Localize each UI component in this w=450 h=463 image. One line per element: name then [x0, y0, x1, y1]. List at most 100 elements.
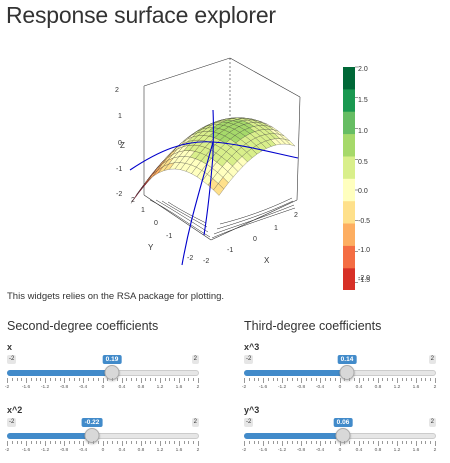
slider-y-cubed[interactable]: y^3 -2 2 0.06 -2 -1.6 -1.2 -0.8 -0.4 0 0.4 0.8 1.2 1.… — [242, 405, 436, 463]
slider-tick — [12, 378, 13, 381]
slider-tick — [184, 441, 185, 444]
slider-x-cubed[interactable]: x^3 -2 2 0.14 -2 -1.6 -1.2 -0.8 -0.4 0 0.4 0.8 1.2 1.… — [241, 342, 436, 400]
slider-min-label: -2 — [7, 418, 17, 427]
slider-tick — [155, 378, 156, 381]
slider-tick — [112, 441, 113, 444]
slider-x[interactable]: x -2 2 0.19 -2 -1.6 -1.2 -0.8 -0.4 0 0.4 0.8 1.2 1.6 2 — [5, 342, 200, 400]
slider-tick — [122, 441, 123, 446]
slider-tick — [69, 441, 70, 444]
slider-tick — [268, 441, 269, 444]
slider-tick — [45, 441, 46, 446]
slider-tick — [435, 441, 436, 446]
slider-tick — [349, 378, 350, 381]
slider-tick — [416, 378, 417, 383]
slider-tick — [254, 378, 255, 381]
y-axis-label: Y — [148, 243, 154, 252]
colorbar-swatch — [343, 156, 355, 180]
slider-tick — [387, 441, 388, 444]
slider-handle[interactable] — [339, 365, 355, 380]
slider-max-label: 2 — [428, 418, 436, 427]
slider-tick — [155, 441, 156, 444]
slider-tick-label: 1.6 — [412, 448, 420, 453]
colorbar-swatch — [343, 245, 355, 269]
slider-tick — [282, 441, 283, 446]
slider-tick — [36, 441, 37, 444]
slider-tick — [287, 441, 288, 444]
slider-tick — [31, 441, 32, 444]
colorbar-swatch — [343, 178, 355, 202]
slider-value-badge: 0.06 — [333, 418, 353, 427]
slider-tick-label: -2 — [241, 385, 247, 390]
svg-text:0: 0 — [154, 220, 158, 227]
slider-tick-label: 2 — [196, 385, 200, 390]
slider-tick — [50, 441, 51, 444]
slider-tick — [406, 378, 407, 381]
slider-tick — [165, 378, 166, 381]
slider-tick-label: 0.8 — [137, 448, 145, 453]
slider-tick — [150, 441, 151, 444]
colorbar — [343, 66, 358, 290]
slider-tick — [136, 441, 137, 444]
slider-tick — [17, 378, 18, 381]
svg-text:0.5: 0.5 — [358, 159, 368, 166]
slider-ticks: -2 -1.6 -1.2 -0.8 -0.4 0 0.4 0.8 1.2 1.6 2 — [241, 378, 436, 392]
slider-min-label: -2 — [244, 355, 254, 364]
slider-tick — [425, 441, 426, 444]
slider-tick — [435, 378, 436, 383]
slider-tick-label: -1.2 — [277, 448, 287, 453]
slider-tick-label: 0.8 — [137, 385, 145, 390]
slider-max-label: 2 — [191, 418, 199, 427]
slider-handle[interactable] — [335, 428, 351, 443]
slider-tick — [263, 441, 264, 446]
slider-tick — [311, 441, 312, 444]
slider-tick — [174, 378, 175, 381]
slider-value-badge: 0.19 — [102, 355, 122, 364]
slider-tick — [378, 441, 379, 446]
slider-tick-label: 1.6 — [175, 448, 183, 453]
slider-tick — [406, 441, 407, 444]
slider-tick-label: 0 — [101, 385, 105, 390]
slider-tick — [344, 378, 345, 381]
slider-x-squared[interactable]: x^2 -2 2 -0.22 -2 -1.6 -1.2 -0.8 -0.4 0 0.4 0.8 1.2 1… — [5, 405, 199, 463]
slider-tick — [117, 441, 118, 444]
slider-tick-label: -1.6 — [258, 448, 268, 453]
slider-tick-label: 0.4 — [355, 385, 363, 390]
slider-tick — [263, 378, 264, 383]
slider-tick — [174, 441, 175, 444]
slider-tick — [150, 378, 151, 381]
slider-tick — [126, 378, 127, 381]
colorbar-swatch — [343, 67, 355, 90]
slider-tick — [145, 441, 146, 444]
slider-fill — [244, 370, 347, 376]
slider-tick — [169, 441, 170, 444]
slider-fill — [244, 433, 343, 439]
slider-tick — [21, 378, 22, 381]
slider-tick — [363, 441, 364, 444]
colorbar-swatch — [343, 268, 355, 290]
slider-tick — [112, 378, 113, 381]
slider-tick — [306, 441, 307, 444]
slider-tick — [306, 378, 307, 381]
slider-tick — [373, 441, 374, 444]
svg-text:1: 1 — [118, 113, 122, 120]
slider-tick-label: -0.4 — [315, 448, 325, 453]
slider-tick — [411, 378, 412, 381]
slider-tick — [184, 378, 185, 381]
slider-tick — [335, 441, 336, 444]
slider-tick — [107, 441, 108, 444]
slider-tick — [193, 378, 194, 381]
slider-label: y^3 — [244, 405, 260, 415]
slider-tick — [382, 441, 383, 444]
z-ticks: 2 1 0 -1 -2 — [115, 87, 122, 198]
slider-tick — [17, 441, 18, 444]
svg-text:0.0: 0.0 — [358, 188, 368, 195]
slider-tick — [117, 378, 118, 381]
slider-ticks: -2 -1.6 -1.2 -0.8 -0.4 0 0.4 0.8 1.2 1.6 2 — [5, 441, 199, 455]
slider-tick-label: 0 — [338, 385, 342, 390]
slider-tick-label: 0.4 — [355, 448, 363, 453]
slider-tick-label: 0.4 — [118, 385, 126, 390]
slider-tick — [311, 378, 312, 381]
slider-tick — [344, 441, 345, 444]
slider-handle[interactable] — [84, 428, 100, 443]
slider-tick — [88, 378, 89, 381]
